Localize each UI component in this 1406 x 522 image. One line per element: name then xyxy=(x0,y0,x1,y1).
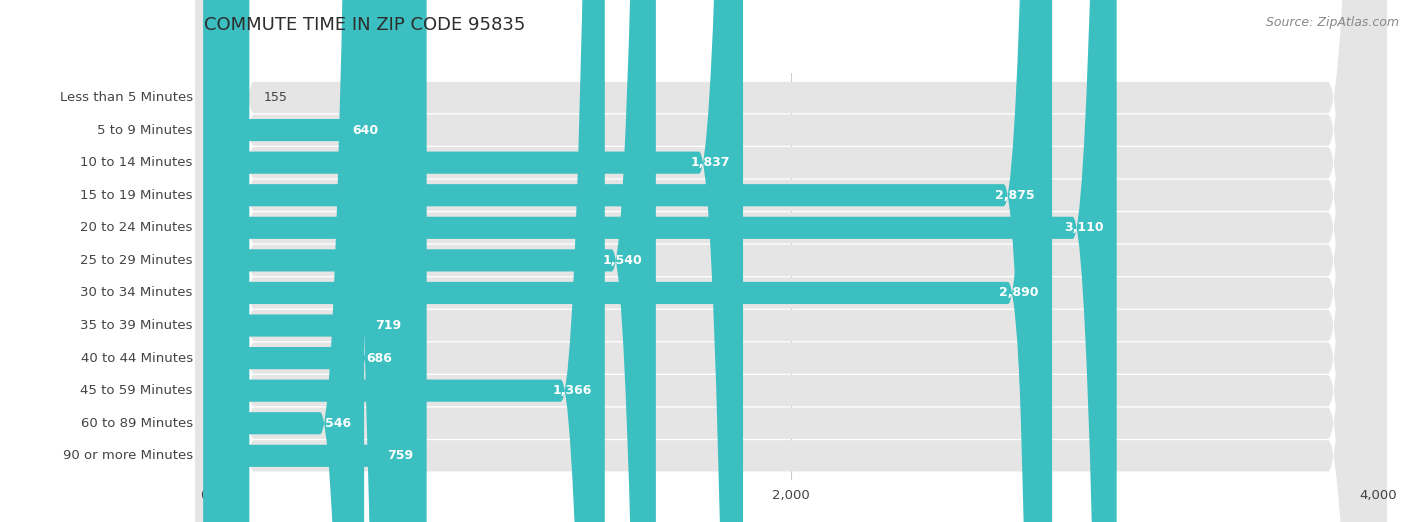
FancyBboxPatch shape xyxy=(195,0,1386,522)
Text: 155: 155 xyxy=(264,91,288,104)
FancyBboxPatch shape xyxy=(195,0,1386,522)
FancyBboxPatch shape xyxy=(195,0,1386,522)
Text: 90 or more Minutes: 90 or more Minutes xyxy=(63,449,193,462)
Text: Less than 5 Minutes: Less than 5 Minutes xyxy=(59,91,193,104)
Text: 719: 719 xyxy=(375,319,402,332)
FancyBboxPatch shape xyxy=(195,0,1386,522)
FancyBboxPatch shape xyxy=(204,0,1116,522)
FancyBboxPatch shape xyxy=(195,0,1386,522)
Text: 60 to 89 Minutes: 60 to 89 Minutes xyxy=(80,417,193,430)
FancyBboxPatch shape xyxy=(204,0,249,522)
FancyBboxPatch shape xyxy=(195,0,1386,522)
FancyBboxPatch shape xyxy=(204,0,364,522)
FancyBboxPatch shape xyxy=(195,0,1386,522)
FancyBboxPatch shape xyxy=(204,0,605,522)
FancyBboxPatch shape xyxy=(204,0,655,522)
FancyBboxPatch shape xyxy=(204,0,742,522)
FancyBboxPatch shape xyxy=(195,0,1386,522)
FancyBboxPatch shape xyxy=(195,0,1386,522)
Text: 25 to 29 Minutes: 25 to 29 Minutes xyxy=(80,254,193,267)
FancyBboxPatch shape xyxy=(204,0,392,522)
Text: 20 to 24 Minutes: 20 to 24 Minutes xyxy=(80,221,193,234)
Text: 2,875: 2,875 xyxy=(995,189,1035,201)
Text: COMMUTE TIME IN ZIP CODE 95835: COMMUTE TIME IN ZIP CODE 95835 xyxy=(204,16,526,33)
Text: 1,366: 1,366 xyxy=(553,384,592,397)
Text: Source: ZipAtlas.com: Source: ZipAtlas.com xyxy=(1265,16,1399,29)
Text: 15 to 19 Minutes: 15 to 19 Minutes xyxy=(80,189,193,201)
FancyBboxPatch shape xyxy=(204,0,426,522)
Text: 1,540: 1,540 xyxy=(603,254,643,267)
Text: 35 to 39 Minutes: 35 to 39 Minutes xyxy=(80,319,193,332)
Text: 30 to 34 Minutes: 30 to 34 Minutes xyxy=(80,287,193,300)
Text: 546: 546 xyxy=(325,417,352,430)
Text: 5 to 9 Minutes: 5 to 9 Minutes xyxy=(97,124,193,137)
FancyBboxPatch shape xyxy=(204,0,1052,522)
Text: 1,837: 1,837 xyxy=(690,156,730,169)
FancyBboxPatch shape xyxy=(195,0,1386,522)
Text: 10 to 14 Minutes: 10 to 14 Minutes xyxy=(80,156,193,169)
FancyBboxPatch shape xyxy=(204,0,415,522)
FancyBboxPatch shape xyxy=(204,0,405,522)
Text: 45 to 59 Minutes: 45 to 59 Minutes xyxy=(80,384,193,397)
Text: 40 to 44 Minutes: 40 to 44 Minutes xyxy=(80,352,193,364)
FancyBboxPatch shape xyxy=(195,0,1386,522)
Text: 3,110: 3,110 xyxy=(1064,221,1104,234)
Text: 640: 640 xyxy=(353,124,378,137)
FancyBboxPatch shape xyxy=(195,0,1386,522)
Text: 759: 759 xyxy=(387,449,413,462)
Text: 2,890: 2,890 xyxy=(1000,287,1039,300)
FancyBboxPatch shape xyxy=(204,0,1047,522)
Text: 686: 686 xyxy=(366,352,392,364)
